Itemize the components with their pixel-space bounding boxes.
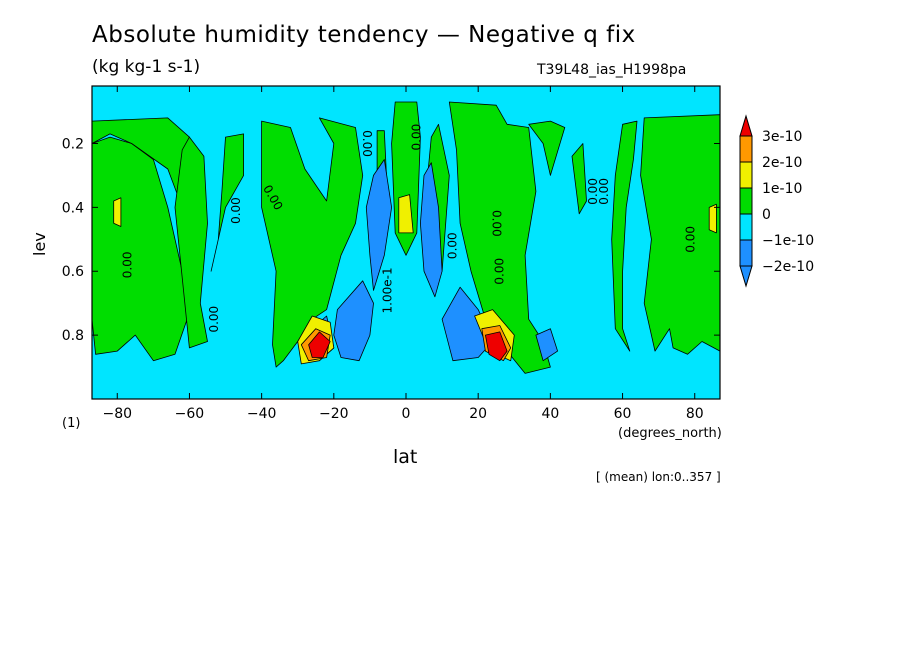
contour-label: 0.00 [121, 251, 135, 278]
x-tick-label: −20 [319, 406, 349, 422]
colorbar-label: 1e-10 [762, 181, 802, 197]
filled-contours [92, 101, 720, 374]
colorbar-label: −1e-10 [762, 233, 814, 249]
contour-label: 0.00 [597, 178, 611, 205]
colorbar-label: 3e-10 [762, 129, 802, 145]
plot-label: (1) [62, 416, 81, 431]
colorbar: 3e-10 2e-10 1e-10 0 −1e-10 −2e-10 [739, 114, 814, 288]
y-tick-label: 0.2 [62, 136, 84, 152]
contour-label: 0.00 [207, 306, 221, 333]
x-axis-units: (degrees_north) [618, 426, 722, 441]
contour-label: 0.00 [229, 197, 243, 224]
contour-label: 0.00 [409, 124, 423, 151]
contour-region [535, 328, 558, 362]
contour-region [419, 162, 443, 298]
contour-region [611, 120, 638, 352]
run-id: T39L48_ias_H1998pa [537, 62, 687, 78]
contour-label: 0.00 [684, 226, 698, 253]
contour-region [308, 331, 331, 358]
x-tick-label: −80 [102, 406, 132, 422]
colorbar-arrow-top [739, 114, 753, 137]
colorbar-box [739, 239, 753, 267]
mean-note: [ (mean) lon:0..357 ] [596, 470, 721, 484]
y-tick-label: 0.8 [62, 328, 84, 344]
contour-region [113, 197, 122, 227]
contour-region [333, 280, 374, 362]
chart-units: (kg kg-1 s-1) [92, 57, 201, 77]
contour-label: 0.00 [445, 232, 459, 259]
x-tick-label: −60 [175, 406, 205, 422]
contour-region [571, 143, 587, 215]
y-tick-label: 0.6 [62, 264, 84, 280]
contour-region [261, 117, 364, 368]
contour-label: 0.00 [360, 130, 374, 157]
x-tick-label: 80 [686, 406, 704, 422]
colorbar-box [739, 161, 753, 189]
contour-label: 0.00 [492, 258, 506, 285]
contour-region [708, 203, 717, 234]
chart-title: Absolute humidity tendency — Negative q … [92, 22, 636, 48]
colorbar-label: −2e-10 [762, 259, 814, 275]
contour-region [365, 159, 393, 291]
colorbar-label: 2e-10 [762, 155, 802, 171]
contour-region [210, 133, 245, 272]
contour-label: 1.00e-1 [380, 267, 394, 313]
x-tick-label: 0 [402, 406, 411, 422]
contour-label: 0.00 [490, 210, 504, 237]
contour-region [484, 331, 508, 362]
contour-region [174, 136, 208, 349]
contour-region [528, 120, 566, 176]
contour-region [398, 194, 414, 234]
colorbar-arrow-bottom [739, 265, 753, 288]
axes: −80 −60 −40 −20 0 20 40 60 80 0.2 0.4 0.6 0.8 [62, 86, 720, 422]
x-tick-label: 20 [469, 406, 487, 422]
y-tick-label: 0.4 [62, 200, 84, 216]
x-tick-label: −40 [247, 406, 277, 422]
x-axis-label: lat [393, 446, 418, 468]
x-tick-label: 60 [614, 406, 632, 422]
colorbar-label: 0 [762, 207, 771, 223]
contour-region [92, 117, 190, 208]
colorbar-box [739, 187, 753, 215]
colorbar-box [739, 213, 753, 241]
contour-region [640, 114, 720, 355]
colorbar-box [739, 135, 753, 163]
x-tick-label: 40 [541, 406, 559, 422]
contour-label: 0.00 [586, 178, 600, 205]
